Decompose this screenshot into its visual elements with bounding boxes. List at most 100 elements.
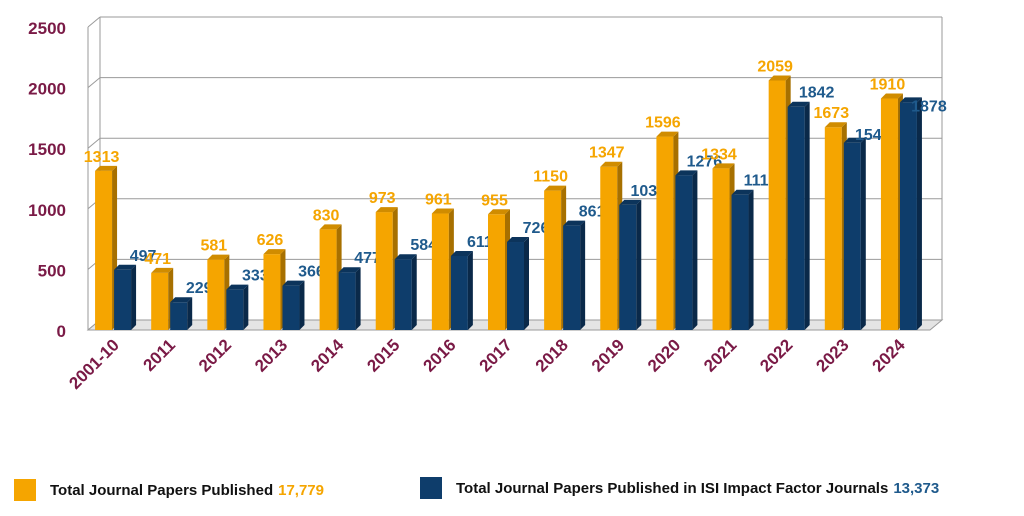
data-label: 726 xyxy=(523,220,550,237)
bar-top xyxy=(656,131,679,137)
bar-top xyxy=(731,189,754,195)
bar-front xyxy=(319,229,337,330)
data-label: 581 xyxy=(200,238,227,255)
bar-front xyxy=(544,190,562,330)
bar-front xyxy=(95,170,113,330)
data-label: 973 xyxy=(369,190,396,207)
bar-front xyxy=(263,254,281,330)
legend-item-total-papers: Total Journal Papers Published 17,779 xyxy=(14,470,324,510)
bar-front xyxy=(880,98,898,331)
bar-chart: 0 500 1000 1500 2000 2500 2001-10 1313 497 2011 47… xyxy=(28,16,947,393)
bar-top xyxy=(563,220,586,226)
x-tick-label: 2014 xyxy=(307,335,348,376)
x-tick-label: 2016 xyxy=(420,335,460,375)
bar-top xyxy=(787,101,810,107)
data-label: 1276 xyxy=(687,153,723,170)
data-label: 229 xyxy=(186,280,213,297)
y-tick-label: 500 xyxy=(38,261,66,280)
y-tick-label: 1500 xyxy=(28,140,66,159)
bar-front xyxy=(768,80,786,330)
bar-top xyxy=(207,254,230,260)
data-label: 1334 xyxy=(701,146,737,163)
x-tick-label: 2013 xyxy=(251,335,291,375)
bar-front xyxy=(507,242,524,330)
bar-front xyxy=(731,194,749,330)
bar-front xyxy=(338,272,356,330)
x-tick-label: 2019 xyxy=(588,335,628,375)
data-label: 611 xyxy=(467,234,493,251)
bar-side xyxy=(860,137,866,330)
legend-swatch-isi-papers xyxy=(420,477,442,499)
bar-side xyxy=(299,280,305,330)
data-label: 1673 xyxy=(814,105,850,122)
data-label: 961 xyxy=(425,192,452,209)
bar-top xyxy=(768,75,791,81)
bar-top xyxy=(170,297,193,303)
x-tick-label: 2023 xyxy=(812,335,852,375)
bar-front xyxy=(563,225,581,330)
bar-front xyxy=(431,213,449,330)
bar-top xyxy=(675,170,698,176)
gridline-depth xyxy=(87,77,101,88)
x-tick-label: 2018 xyxy=(532,335,572,375)
bar-front xyxy=(824,127,842,331)
bar-top xyxy=(394,254,417,260)
data-label: 955 xyxy=(481,192,508,209)
bar-front xyxy=(151,272,169,330)
bar-side xyxy=(187,297,193,330)
x-tick-label: 2012 xyxy=(195,335,235,375)
bar-front xyxy=(394,259,412,330)
x-tick-label: 2017 xyxy=(476,335,516,375)
bar-top xyxy=(843,137,866,143)
bar-side xyxy=(692,170,698,330)
gridline-depth xyxy=(87,137,101,149)
bar-side xyxy=(636,199,642,330)
data-label: 1150 xyxy=(533,169,568,186)
bar-front xyxy=(170,302,188,330)
data-label: 1347 xyxy=(589,145,625,162)
bar-side xyxy=(243,284,249,330)
bar-front xyxy=(488,214,505,330)
x-tick-label: 2021 xyxy=(700,335,740,375)
legend-isi-papers-count: 13,373 xyxy=(893,479,940,497)
bar-top xyxy=(544,185,567,191)
bar-side xyxy=(748,189,754,330)
bar-front xyxy=(450,255,468,330)
bar-front xyxy=(375,212,393,330)
bar-top xyxy=(619,199,642,205)
bar-front xyxy=(619,204,637,330)
data-label: 1842 xyxy=(799,85,835,102)
data-label: 497 xyxy=(130,248,157,265)
bar-front xyxy=(712,168,730,330)
bar-top xyxy=(319,224,342,230)
bar-top xyxy=(450,250,473,256)
legend-swatch-total-papers xyxy=(14,479,36,501)
bar-side xyxy=(355,267,361,330)
bar-front xyxy=(656,136,674,330)
x-tick-label: 2015 xyxy=(363,335,403,375)
x-tick-label: 2011 xyxy=(140,335,180,375)
bar-side xyxy=(804,101,810,330)
data-label: 333 xyxy=(242,268,269,285)
bar-top xyxy=(824,122,847,128)
data-label: 1878 xyxy=(911,99,947,116)
bar-side xyxy=(411,254,417,330)
bar-top xyxy=(899,97,922,103)
bar-top xyxy=(95,165,118,171)
bar-top xyxy=(600,161,623,167)
legend-label-isi-papers: Total Journal Papers Published in ISI Im… xyxy=(456,479,889,497)
bar-top xyxy=(712,163,735,169)
data-label: 471 xyxy=(144,251,171,268)
bar-front xyxy=(600,166,618,330)
bar-front xyxy=(207,259,225,330)
bar-top xyxy=(282,280,305,286)
bar-top xyxy=(507,237,529,243)
bar-top xyxy=(263,249,286,255)
bar-top xyxy=(151,267,174,273)
bar-front xyxy=(226,289,244,330)
y-tick-label: 2500 xyxy=(28,19,66,38)
bar-top xyxy=(488,209,510,215)
data-label: 1910 xyxy=(870,77,906,94)
data-label: 584 xyxy=(410,237,437,254)
y-tick-label: 1000 xyxy=(28,201,66,220)
